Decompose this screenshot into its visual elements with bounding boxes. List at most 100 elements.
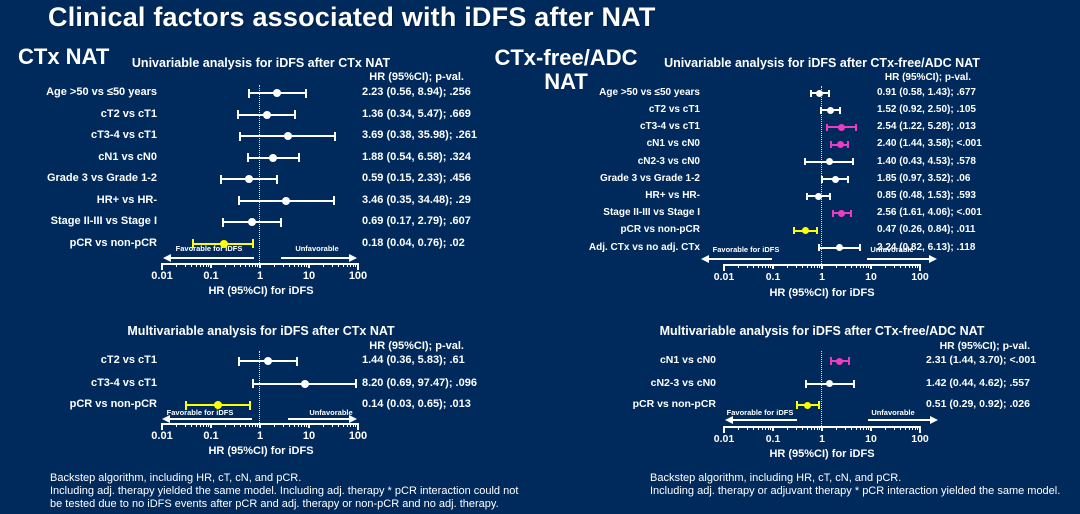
axis-minor-tick (251, 423, 253, 427)
panel-title: Multivariable analysis for iDFS after CT… (127, 324, 395, 338)
axis-minor-tick (908, 264, 910, 268)
ci-cap-high (852, 379, 855, 388)
axis-minor-tick (225, 263, 227, 267)
favorable-label: Favorable for iDFS (712, 245, 780, 254)
axis-minor-tick (855, 426, 857, 430)
unfavorable-label: Unfavorable (309, 408, 353, 417)
ci-cap-low (239, 131, 242, 141)
axis-minor-tick (323, 263, 325, 267)
point-estimate (263, 357, 272, 365)
axis-minor-tick (240, 263, 241, 267)
row-label: cN1 vs cN0 (659, 354, 716, 367)
axis-minor-tick (851, 426, 852, 430)
axis-minor-tick (795, 426, 797, 430)
hr-value: 2.24 (0.82, 6.13); .118 (877, 241, 976, 253)
hr-value: 1.88 (0.54, 6.58); .324 (362, 150, 471, 163)
point-estimate (269, 153, 278, 162)
axis-minor-tick (248, 423, 250, 427)
point-estimate (816, 89, 824, 97)
axis-minor-tick (746, 426, 748, 430)
footnote-right-line-1: Backstep algorithm, including HR, cT, cN… (650, 472, 902, 484)
row-label: cN1 vs cN0 (98, 150, 157, 163)
axis-minor-tick (338, 263, 339, 267)
axis-tick-label: 0.01 (151, 270, 173, 282)
ci-cap-low (817, 244, 820, 252)
axis-minor-tick (753, 264, 754, 268)
ci-cap-high (334, 131, 337, 141)
hr-value: 3.69 (0.38, 35.98); .261 (362, 129, 477, 142)
ci-cap-low (804, 158, 807, 166)
axis-minor-tick (757, 426, 759, 430)
axis-minor-tick (184, 263, 186, 267)
axis-minor-tick (893, 426, 895, 430)
axis-tick (308, 263, 310, 268)
axis-minor-tick (289, 423, 290, 427)
axis-minor-tick (810, 264, 812, 268)
point-estimate (835, 244, 843, 252)
ci-cap-low (238, 356, 241, 366)
ci-bar (804, 379, 855, 388)
axis-minor-tick (900, 426, 901, 430)
ci-cap-low (821, 175, 824, 183)
axis-minor-tick (908, 426, 910, 430)
axis-tick (919, 264, 921, 271)
axis-minor-tick (868, 426, 870, 430)
section-header-ctx-free-adc-nat: CTx-free/ADC NAT (492, 46, 640, 94)
row-label: pCR vs non-pCR (69, 398, 157, 411)
panel-title: Univariable analysis for iDFS after CTx-… (664, 56, 980, 70)
ci-cap-high (294, 110, 297, 119)
axis-minor-tick (862, 426, 864, 430)
axis-minor-tick (764, 426, 766, 430)
axis-minor-tick (806, 426, 808, 430)
axis-minor-tick (257, 263, 259, 267)
axis-minor-tick (208, 263, 210, 267)
row-label: Age >50 vs ≤50 years (46, 86, 157, 99)
ci-bar (821, 175, 849, 183)
row-label: Adj. CTx vs no adj. CTx (588, 241, 700, 253)
axis-minor-tick (802, 264, 803, 268)
axis-tick-label: 1 (819, 271, 825, 283)
axis-minor-tick (331, 263, 333, 267)
axis-tick (210, 263, 212, 268)
favorable-arrow-head (162, 415, 170, 423)
row-label: cT2 vs cT1 (100, 354, 157, 367)
point-estimate (804, 401, 812, 409)
ci-cap-low (237, 196, 240, 205)
ci-cap-low (806, 192, 809, 200)
axis-tick (308, 423, 310, 428)
axis-minor-tick (338, 423, 339, 427)
hr-value: 1.85 (0.97, 3.52); .06 (877, 172, 971, 184)
hr-value: 1.40 (0.43, 4.53); .578 (877, 155, 976, 167)
row-label: Grade 3 vs Grade 1-2 (599, 172, 700, 184)
hr-value: 1.52 (0.92, 2.50); .105 (877, 104, 976, 115)
axis-minor-tick (885, 426, 887, 430)
unfavorable-arrow (868, 419, 932, 421)
row-label: Grade 3 vs Grade 1-2 (46, 172, 157, 185)
favorable-arrow (168, 418, 252, 420)
axis-minor-tick (738, 426, 740, 430)
point-estimate (837, 141, 845, 149)
ci-bar (817, 244, 861, 252)
axis-minor-tick (893, 264, 895, 268)
axis-minor-tick (844, 264, 846, 268)
axis-minor-tick (770, 426, 772, 430)
axis-minor-tick (904, 264, 906, 268)
axis-minor-tick (816, 264, 818, 268)
ci-bar (806, 192, 832, 200)
unfavorable-arrow-head (349, 415, 357, 423)
axis-tick (357, 423, 359, 430)
favorable-label: Favorable for iDFS (166, 408, 234, 417)
unfavorable-label: Unfavorable (870, 245, 914, 254)
axis-minor-tick (244, 423, 246, 427)
section-header-line-2: NAT (544, 69, 588, 94)
point-estimate (802, 227, 810, 235)
axis-minor-tick (355, 263, 357, 267)
hr-value: 1.42 (0.44, 4.62); .557 (926, 376, 1030, 389)
axis-minor-tick (352, 423, 354, 427)
axis-minor-tick (282, 423, 284, 427)
row-label: Age >50 vs ≤50 years (599, 86, 700, 98)
axis-tick (870, 426, 872, 431)
row-label: cN2-3 vs cN0 (650, 376, 716, 389)
axis-tick (772, 426, 774, 431)
row-label: pCR vs non-pCR (69, 236, 157, 249)
